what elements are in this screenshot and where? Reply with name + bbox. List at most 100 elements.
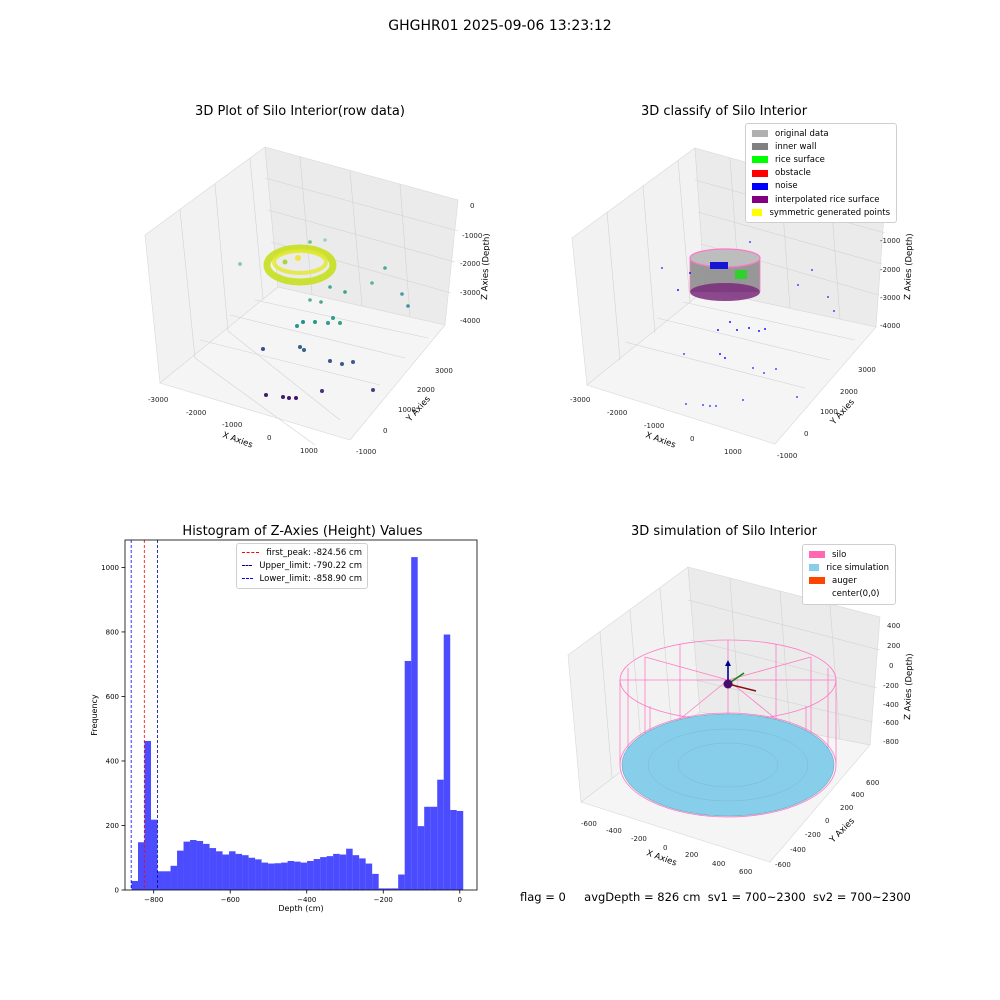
histogram-bar (229, 851, 236, 890)
flag-text: flag = 0 (520, 890, 566, 904)
classify-ytick-label: -1000 (777, 452, 797, 460)
sim-ztick-label: -200 (883, 682, 899, 690)
histogram-bar (417, 826, 425, 890)
sim-xtick-label: -400 (606, 827, 622, 835)
legend-label: Upper_limit: -790.22 cm (259, 560, 362, 571)
raw-ytick-label: -1000 (356, 448, 376, 456)
raw-ztick-label: -2000 (460, 260, 480, 268)
histogram-bar (248, 857, 256, 890)
histogram-bar (424, 806, 431, 890)
classify-legend: original data inner wall rice surface ob… (745, 123, 897, 224)
histogram-bar (222, 854, 230, 890)
sim-ytick-label: 400 (851, 791, 864, 799)
histogram-bar (235, 853, 243, 890)
legend-swatch (752, 196, 768, 204)
sim-ytick-label: -200 (805, 831, 821, 839)
histogram-bar (359, 858, 366, 890)
sim-ztick-label: -400 (883, 701, 899, 709)
sim-ztick-label: -800 (883, 738, 899, 746)
legend-label: interpolated rice surface (775, 194, 880, 205)
histogram-bar (164, 871, 171, 890)
classify-z-axis-label: Z Axies (Depth) (903, 233, 915, 300)
simulation-legend: silo rice simulation auger center(0,0) (802, 544, 896, 605)
histogram-bar (320, 857, 327, 890)
legend-label: first_peak: -824.56 cm (266, 547, 362, 558)
histogram-y-axis-label: Frequency (90, 694, 99, 736)
histogram-bar (281, 862, 288, 890)
classify-ztick-label: -3000 (880, 294, 900, 302)
raw-plot-title: 3D Plot of Silo Interior(row data) (195, 104, 405, 119)
classify-xtick-label: -1000 (644, 422, 664, 430)
legend-label: Lower_limit: -858.90 cm (259, 573, 362, 584)
histogram-bar (385, 888, 392, 890)
sv2-text: sv2 = 700~2300 (812, 890, 911, 904)
histogram-x-tick-label: −400 (297, 896, 316, 904)
sim-ztick-label: -600 (883, 719, 899, 727)
raw-xtick-label: -2000 (186, 409, 206, 417)
raw-xtick-label: 0 (267, 434, 271, 442)
legend-label: center(0,0) (832, 589, 880, 600)
histogram-bar (437, 779, 444, 890)
sim-xtick-label: 600 (739, 868, 752, 876)
legend-swatch (752, 182, 768, 190)
histogram-bar (404, 660, 412, 890)
legend-line-swatch (242, 578, 253, 580)
histogram-bar (456, 810, 464, 890)
legend-label: inner wall (775, 141, 817, 152)
histogram-bar (196, 840, 204, 890)
histogram-bar (209, 848, 217, 890)
histogram-y-tick-label: 400 (106, 757, 119, 765)
legend-item-symmetric-generated-points: symmetric generated points (752, 206, 890, 219)
raw-x-axis-label: X Axies (221, 430, 254, 450)
noise-points (661, 241, 835, 407)
sim-xtick-label: 400 (712, 860, 725, 868)
histogram-legend: first_peak: -824.56 cm Upper_limit: -790… (236, 543, 368, 589)
classify-ytick-label: 1000 (820, 408, 838, 416)
rice-simulation-surface (621, 713, 835, 817)
legend-swatch (809, 564, 820, 572)
simulation-3d-plot: -600 -400 -200 0 200 400 600 -600 -400 -… (567, 566, 915, 876)
raw-xtick-label: -1000 (222, 421, 242, 429)
histogram-y-tick-label: 0 (115, 887, 119, 895)
avg-depth-text: avgDepth = 826 cm (584, 890, 701, 904)
legend-swatch (809, 590, 825, 598)
histogram-bar (203, 843, 210, 890)
histogram-bar (255, 859, 262, 890)
histogram-x-tick-label: −800 (144, 896, 163, 904)
axes-panes (144, 146, 459, 441)
legend-swatch (809, 551, 825, 559)
sim-xtick-label: -600 (581, 820, 597, 828)
legend-label: symmetric generated points (769, 207, 890, 218)
legend-swatch (752, 143, 768, 151)
histogram-bar (144, 740, 152, 890)
legend-label: noise (775, 181, 798, 192)
histogram-x-axis-label: Depth (cm) (278, 904, 323, 913)
histogram-bar (268, 863, 275, 890)
raw-ytick-label: 0 (383, 427, 387, 435)
legend-item-inner-wall: inner wall (752, 140, 890, 153)
raw-ytick-label: 3000 (435, 367, 453, 375)
raw-3d-plot: -3000 -2000 -1000 0 1000 -1000 0 1000 20… (144, 146, 490, 456)
sim-ytick-label: 0 (825, 817, 829, 825)
histogram-bar (287, 860, 295, 890)
sim-ytick-label: -400 (790, 846, 806, 854)
histogram-y-tick-label: 800 (106, 628, 119, 636)
histogram-bar (365, 863, 373, 890)
legend-label: original data (775, 128, 829, 139)
classify-ztick-label: -2000 (880, 266, 900, 274)
raw-xtick-label: -3000 (148, 396, 168, 404)
histogram-bar (450, 810, 457, 890)
legend-item-center: center(0,0) (809, 588, 889, 601)
legend-item-auger: auger (809, 574, 889, 587)
sim-xtick-label: 200 (685, 851, 698, 859)
histogram-bar (131, 880, 139, 890)
legend-item-rice-simulation: rice simulation (809, 561, 889, 574)
legend-label: rice surface (775, 154, 825, 165)
classify-xtick-label: 0 (690, 435, 694, 443)
sim-ytick-label: 600 (866, 779, 879, 787)
histogram-bar (411, 557, 418, 890)
histogram-bar (443, 634, 451, 890)
histogram-x-tick-label: −200 (374, 896, 393, 904)
histogram-bar (151, 819, 158, 890)
histogram-bar (372, 873, 379, 890)
